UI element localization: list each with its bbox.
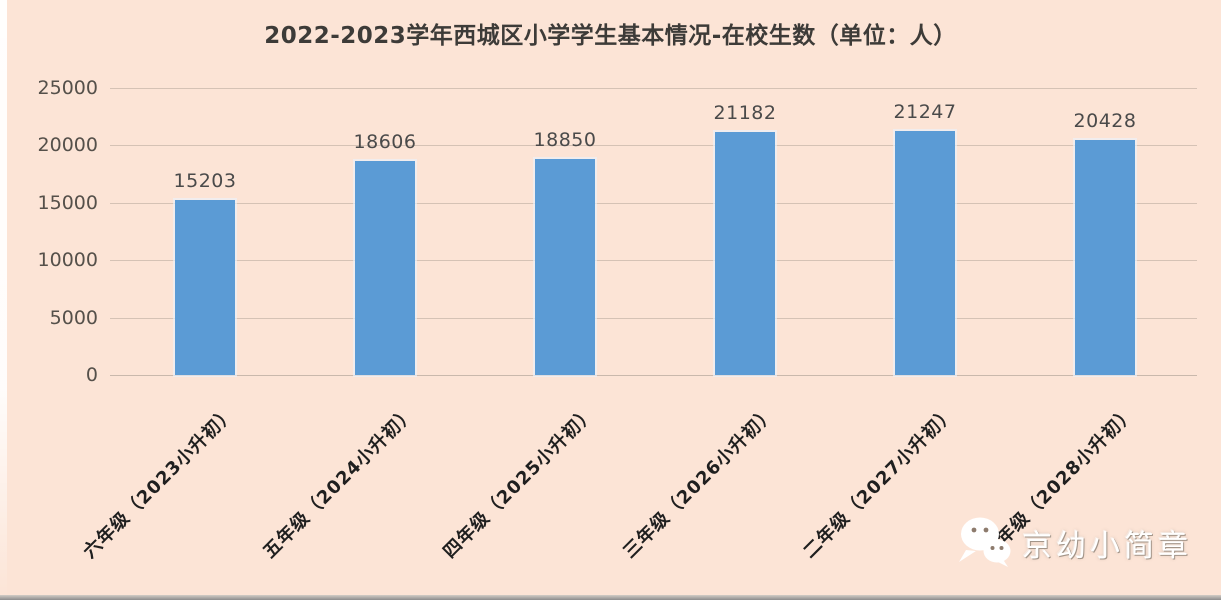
bar-value-label: 18606: [353, 131, 417, 153]
y-axis-tick-label: 20000: [37, 134, 98, 157]
x-axis-category-label: 六年级（2023小升初）: [79, 402, 240, 563]
gridline-0: [110, 375, 1197, 376]
bar-二年级（2027小升初）: [895, 131, 955, 375]
bar-value-label: 15203: [173, 170, 237, 192]
bar-五年级（2024小升初）: [355, 161, 415, 375]
bar-value-label: 20428: [1073, 110, 1137, 132]
chart-title: 2022-2023学年西城区小学学生基本情况-在校生数（单位：人）: [264, 23, 957, 49]
wechat-icon: [956, 514, 1014, 572]
y-axis-tick-label: 5000: [49, 306, 98, 329]
y-axis-tick-label: 15000: [37, 191, 98, 214]
bar-四年级（2025小升初）: [535, 159, 595, 375]
watermark-text: 京幼小简章: [1022, 529, 1192, 564]
bar-value-label: 18850: [533, 129, 597, 151]
y-axis-tick-label: 10000: [37, 249, 98, 272]
gridline-20000: [110, 145, 1197, 147]
gridline-15000: [110, 202, 1197, 204]
watermark: 京幼小简章: [956, 514, 1192, 572]
gridline-25000: [110, 88, 1197, 89]
left-edge-highlight: [0, 0, 7, 600]
bar-value-label: 21247: [893, 101, 957, 123]
bar-六年级（2023小升初）: [175, 200, 235, 375]
bar-三年级（2026小升初）: [715, 132, 775, 375]
bar-一年级（2028小升初）: [1075, 140, 1135, 375]
gridline-5000: [110, 317, 1197, 319]
y-axis-tick-label: 25000: [37, 77, 98, 99]
y-axis-tick-label: 0: [85, 364, 98, 386]
bar-value-label: 21182: [713, 102, 777, 124]
gridline-10000: [110, 260, 1197, 262]
bottom-border: [0, 595, 1221, 600]
